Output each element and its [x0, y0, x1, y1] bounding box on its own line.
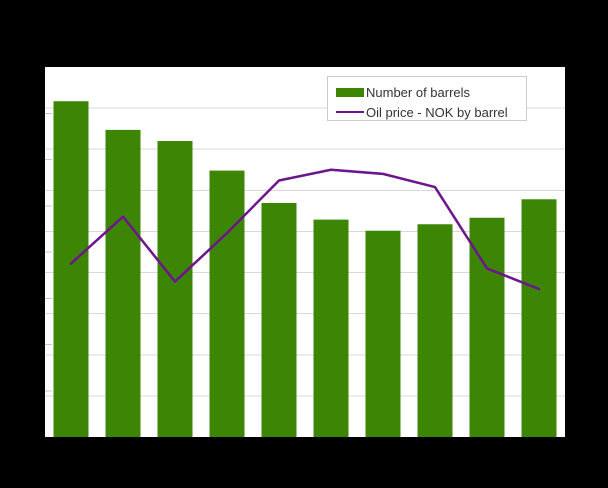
line-series-swatch-icon — [336, 110, 364, 114]
bar-series-swatch-icon — [336, 87, 364, 97]
bar-number-of-barrels — [521, 199, 557, 437]
bar-number-of-barrels — [105, 129, 141, 437]
bar-number-of-barrels — [469, 217, 505, 437]
legend-item-number-of-barrels[interactable]: Number of barrels — [336, 82, 526, 102]
legend: Number of barrels Oil price - NOK by bar… — [327, 76, 527, 121]
bar-number-of-barrels — [313, 219, 349, 437]
bar-number-of-barrels — [261, 202, 297, 437]
legend-label-oil-price: Oil price - NOK by barrel — [366, 104, 508, 120]
legend-item-oil-price[interactable]: Oil price - NOK by barrel — [336, 102, 526, 122]
bar-number-of-barrels — [417, 224, 453, 437]
bar-number-of-barrels — [365, 230, 401, 437]
bar-number-of-barrels — [157, 141, 193, 437]
bar-number-of-barrels — [53, 101, 89, 437]
legend-label-barrels: Number of barrels — [366, 84, 471, 100]
oil-price-line — [69, 168, 541, 291]
bar-number-of-barrels — [209, 170, 245, 437]
